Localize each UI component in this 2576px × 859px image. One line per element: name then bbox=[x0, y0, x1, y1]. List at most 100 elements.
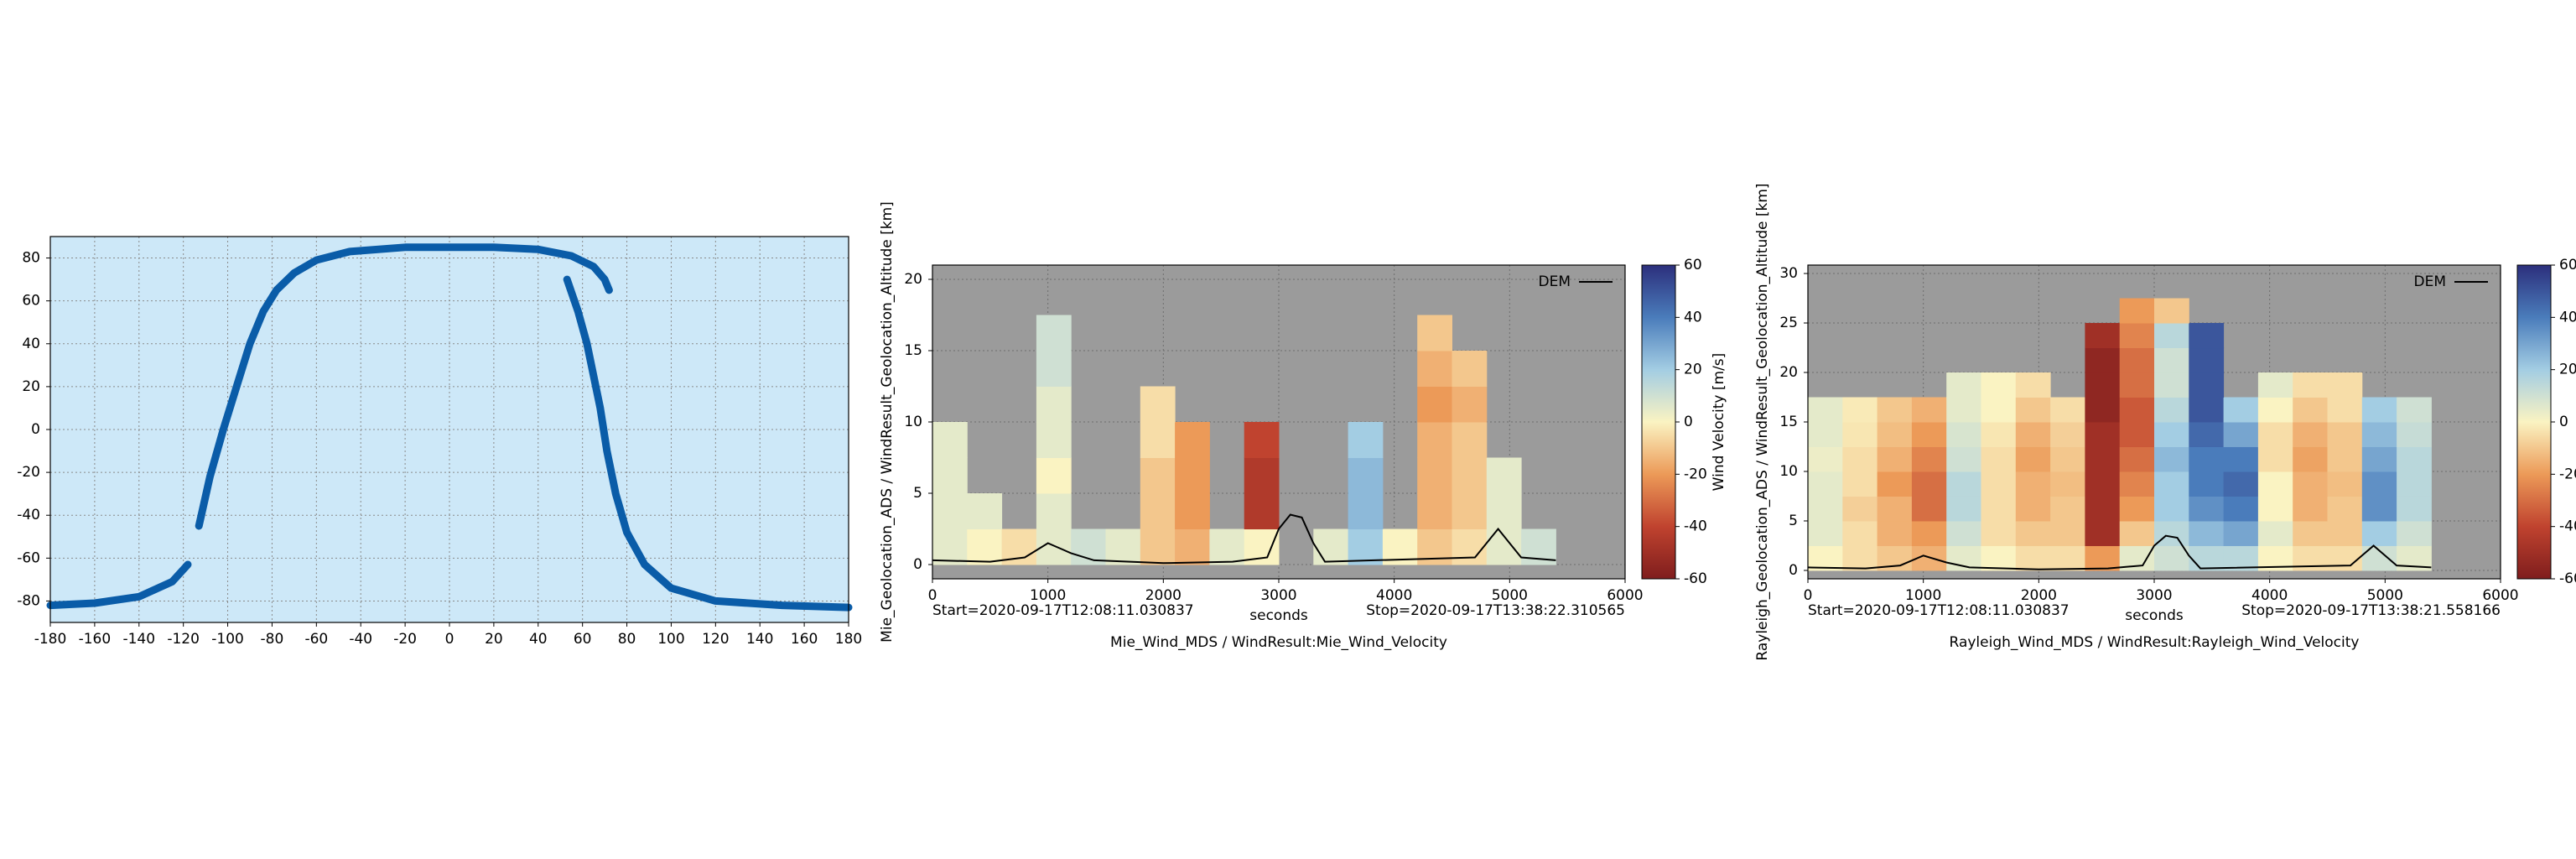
heatmap-cell bbox=[2361, 545, 2397, 571]
y-tick-label: 0 bbox=[913, 556, 922, 573]
heatmap-cell bbox=[1981, 446, 2017, 472]
heatmap-cell bbox=[1417, 351, 1452, 387]
heatmap-cell bbox=[1842, 520, 1878, 546]
heatmap-cell bbox=[1877, 446, 1913, 472]
heatmap-cell bbox=[2015, 372, 2051, 398]
heatmap-cell bbox=[1842, 471, 1878, 497]
heatmap-cell bbox=[1808, 397, 1843, 423]
heatmap-cell bbox=[1417, 386, 1452, 423]
heatmap-cell bbox=[2085, 496, 2121, 522]
heatmap-cell bbox=[1946, 520, 1981, 546]
heatmap-cell bbox=[2257, 397, 2293, 423]
heatmap-cell bbox=[1877, 422, 1913, 447]
heatmap-cell bbox=[2154, 496, 2189, 522]
y-tick-label: 0 bbox=[1789, 562, 1798, 579]
x-tick-label: 5000 bbox=[1492, 587, 1528, 604]
heatmap-cell bbox=[2189, 397, 2225, 423]
y-tick-label: 30 bbox=[1779, 265, 1798, 282]
heatmap-cell bbox=[2293, 372, 2328, 398]
heatmap-cell bbox=[1842, 422, 1878, 447]
heatmap-cell bbox=[1036, 351, 1072, 387]
heatmap-cell bbox=[1981, 397, 2017, 423]
heatmap-cell bbox=[2085, 372, 2121, 398]
heatmap-cell bbox=[1417, 493, 1452, 529]
heatmap-cell bbox=[2327, 446, 2363, 472]
colorbar-tick-label: 40 bbox=[1684, 309, 1702, 325]
heatmap-cell bbox=[2257, 422, 2293, 447]
heatmap-cell bbox=[1140, 422, 1176, 458]
heatmap-cell bbox=[2119, 397, 2155, 423]
heatmap-cell bbox=[1452, 528, 1488, 565]
heatmap-cell bbox=[1842, 397, 1878, 423]
y-tick-label: -40 bbox=[17, 507, 40, 523]
heatmap-cell bbox=[2397, 496, 2432, 522]
heatmap-cell bbox=[1244, 493, 1280, 529]
heatmap-cell bbox=[2361, 520, 2397, 546]
heatmap-cell bbox=[2293, 520, 2328, 546]
start-label: Start=2020-09-17T12:08:11.030837 bbox=[1808, 602, 2070, 619]
y-axis-label: Rayleigh_Geolocation_ADS / WindResult_Ge… bbox=[1754, 183, 1771, 660]
heatmap-cell bbox=[2015, 545, 2051, 571]
heatmap-cell bbox=[1175, 493, 1210, 529]
heatmap-cell bbox=[1877, 397, 1913, 423]
heatmap-cell bbox=[1071, 528, 1106, 565]
x-tick-label: 120 bbox=[702, 631, 729, 648]
y-tick-label: 5 bbox=[913, 485, 922, 502]
heatmap-cell bbox=[2085, 347, 2121, 373]
heatmap-cell bbox=[1417, 315, 1452, 351]
heatmap-cell bbox=[1911, 471, 1947, 497]
heatmap-cell bbox=[1348, 528, 1384, 565]
heatmap-cell bbox=[2119, 323, 2155, 349]
heatmap-cell bbox=[2189, 545, 2225, 571]
heatmap-cell bbox=[1105, 528, 1141, 565]
heatmap-cell bbox=[2119, 298, 2155, 324]
heatmap-cell bbox=[932, 457, 968, 494]
heatmap-cell bbox=[2327, 422, 2363, 447]
heatmap-cell bbox=[1981, 471, 2017, 497]
x-tick-label: -40 bbox=[349, 631, 372, 648]
y-tick-label: -20 bbox=[17, 464, 40, 481]
heatmap-cell bbox=[1452, 422, 1488, 458]
heatmap-cell bbox=[1036, 457, 1072, 494]
x-tick-label: 5000 bbox=[2367, 587, 2403, 604]
heatmap-cell bbox=[1911, 446, 1947, 472]
heatmap-cell bbox=[1981, 422, 2017, 447]
stop-label: Stop=2020-09-17T13:38:21.558166 bbox=[2241, 602, 2501, 619]
heatmap-cell bbox=[2085, 520, 2121, 546]
heatmap-cell bbox=[1911, 496, 1947, 522]
x-tick-label: -180 bbox=[34, 631, 67, 648]
colorbar-tick-label: -60 bbox=[1684, 570, 1707, 587]
colorbar-tick-label: 20 bbox=[2559, 362, 2576, 378]
heatmap-cell bbox=[2293, 422, 2328, 447]
heatmap-cell bbox=[2015, 422, 2051, 447]
x-tick-label: 0 bbox=[928, 587, 937, 604]
heatmap-cell bbox=[967, 528, 1003, 565]
x-tick-label: 3000 bbox=[2136, 587, 2172, 604]
heatmap-cell bbox=[2015, 520, 2051, 546]
x-tick-label: 40 bbox=[529, 631, 548, 648]
heatmap-cell bbox=[2154, 520, 2189, 546]
heatmap-cell bbox=[2189, 323, 2225, 349]
heatmap-cell bbox=[1877, 520, 1913, 546]
heatmap-cell bbox=[2327, 397, 2363, 423]
heatmap-cell bbox=[2015, 446, 2051, 472]
heatmap-cell bbox=[1842, 446, 1878, 472]
legend-label: DEM bbox=[2414, 273, 2447, 290]
y-tick-label: 0 bbox=[31, 421, 40, 438]
heatmap-cell bbox=[2154, 298, 2189, 324]
heatmap-cell bbox=[2154, 347, 2189, 373]
heatmap-cell bbox=[2397, 422, 2432, 447]
heatmap-cell bbox=[2257, 520, 2293, 546]
heatmap-cell bbox=[1946, 446, 1981, 472]
heatmap-cell bbox=[932, 422, 968, 458]
heatmap-cell bbox=[2050, 545, 2085, 571]
x-tick-label: 6000 bbox=[1607, 587, 1643, 604]
heatmap-cell bbox=[1244, 457, 1280, 494]
heatmap-cell bbox=[2189, 496, 2225, 522]
heatmap-cell bbox=[2050, 397, 2085, 423]
x-tick-label: 1000 bbox=[1030, 587, 1066, 604]
heatmap-cell bbox=[1036, 386, 1072, 423]
heatmap-cell bbox=[1452, 386, 1488, 423]
foreground: -180 -160 -140 -120 -100 -80 -60 -40 -20 0 20 40 60 8… bbox=[17, 183, 2576, 660]
heatmap-cell bbox=[1808, 520, 1843, 546]
